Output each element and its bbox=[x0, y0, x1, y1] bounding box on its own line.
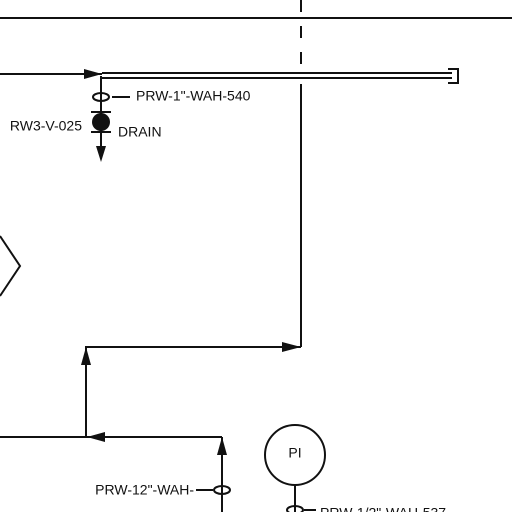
reducer bbox=[213, 485, 231, 495]
pipe-end bbox=[448, 68, 459, 84]
drain-label: DRAIN bbox=[118, 124, 162, 140]
ball-valve bbox=[92, 113, 110, 131]
flow-arrow bbox=[84, 69, 102, 79]
flow-arrow bbox=[282, 342, 301, 352]
valve-tag: RW3-V-025 bbox=[10, 118, 82, 134]
line-label: PRW-1"-WAH-540 bbox=[136, 88, 251, 104]
line-label: PRW-12"-WAH- bbox=[95, 482, 194, 498]
reducer bbox=[286, 505, 304, 512]
flow-arrow bbox=[217, 437, 227, 455]
diamond bbox=[0, 235, 22, 297]
flow-arrow bbox=[81, 347, 91, 365]
instrument-tag: PI bbox=[288, 445, 301, 461]
flow-arrow bbox=[96, 146, 106, 162]
reducer bbox=[92, 92, 110, 102]
line-label: PRW-1/2"-WAH-537 bbox=[320, 505, 446, 512]
flow-arrow bbox=[87, 432, 105, 442]
